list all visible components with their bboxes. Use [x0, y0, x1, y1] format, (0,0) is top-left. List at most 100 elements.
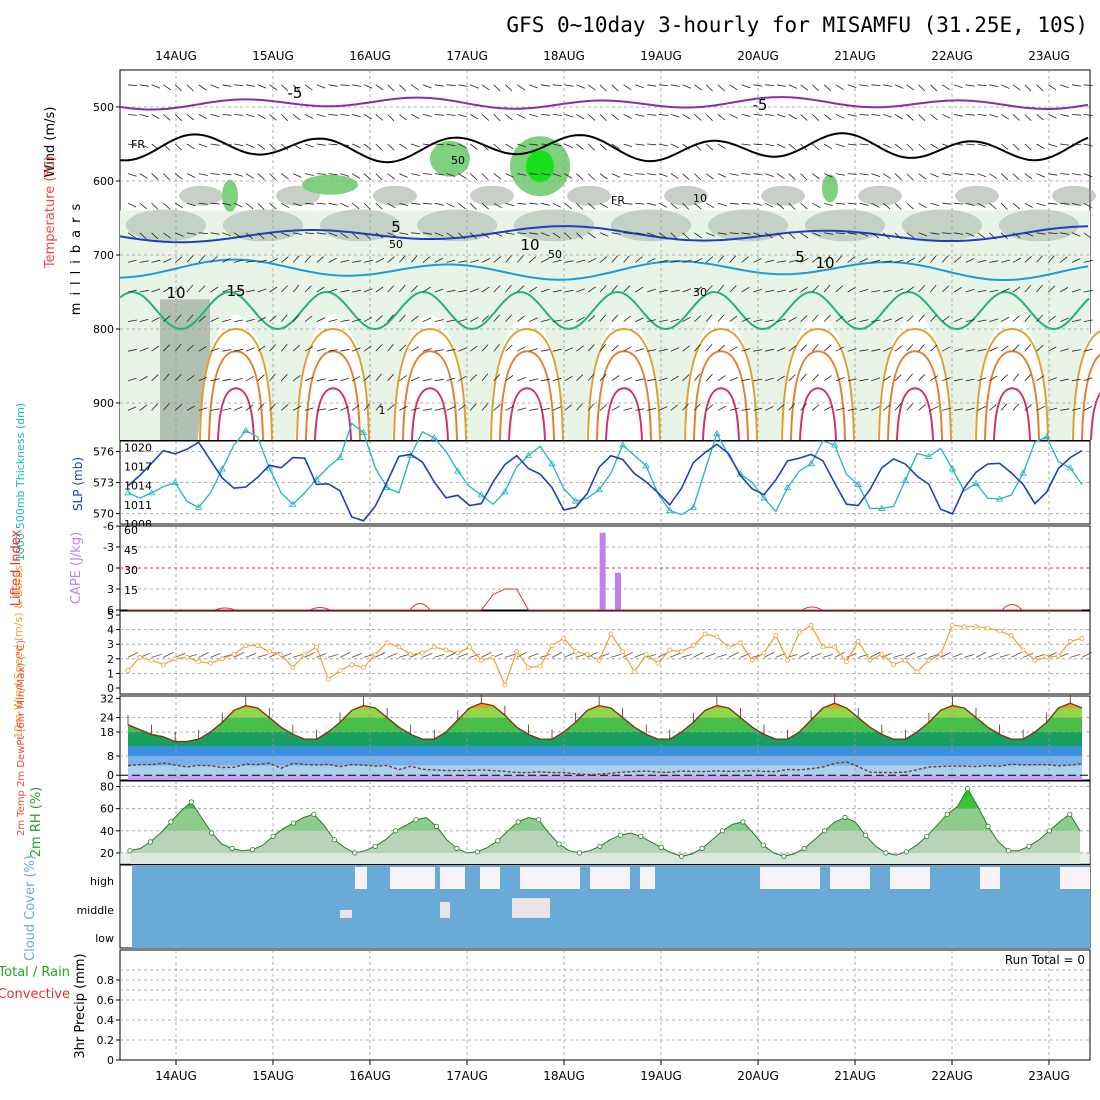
- wind-barb: [1071, 288, 1081, 293]
- wind-barb: [351, 173, 361, 179]
- bottom-date-label: 21AUG: [834, 1069, 876, 1083]
- wind-barb: [328, 232, 338, 237]
- wind-barb: [623, 232, 633, 234]
- wind-barb: [1001, 288, 1010, 293]
- cape-tick-label: 45: [124, 544, 138, 557]
- rh-point: [924, 833, 930, 839]
- wind-barb: [823, 84, 832, 92]
- wind-barb: [847, 202, 857, 205]
- wind-barb: [717, 255, 725, 263]
- wind-barb: [469, 202, 477, 210]
- wind10-point: [749, 657, 755, 663]
- y-tick-label: 0: [107, 1054, 114, 1067]
- wind-barb: [410, 315, 419, 322]
- wind-barb: [540, 407, 550, 411]
- wind-barb: [163, 84, 172, 91]
- rh-point: [719, 828, 726, 834]
- wind-barb: [599, 232, 609, 237]
- wind-barb: [281, 314, 288, 322]
- warm-contour: [1081, 353, 1100, 441]
- wind-barb: [623, 202, 633, 205]
- wind-barb: [469, 374, 478, 382]
- wind-barb: [658, 143, 668, 147]
- wind-barb: [1012, 232, 1021, 239]
- wind-barb: [859, 232, 869, 237]
- wind-barb: [918, 232, 928, 237]
- wind-barb: [1071, 232, 1081, 237]
- wind-barb: [953, 317, 963, 322]
- wind-barb: [623, 143, 633, 148]
- bl-column: [780, 314, 856, 440]
- rh-point: [699, 845, 705, 852]
- wind-barb: [529, 84, 538, 89]
- warm-contour: [508, 387, 546, 441]
- wind-barb: [151, 403, 158, 411]
- wind-barb: [765, 259, 774, 263]
- wind-barb: [222, 408, 232, 411]
- wind10-barb: [386, 652, 398, 658]
- wind10-point: [467, 644, 472, 650]
- wind-barb: [599, 114, 607, 121]
- thickness-marker: [501, 488, 509, 495]
- wind-barb: [434, 84, 444, 87]
- thickness-marker: [830, 441, 839, 448]
- wind-barb: [234, 202, 243, 208]
- wind-barb: [469, 143, 478, 150]
- wind-barb: [670, 143, 680, 149]
- wind-barb: [198, 315, 207, 322]
- wind-barb: [540, 202, 550, 206]
- wind-barb: [1012, 315, 1020, 322]
- wind10-barb: [669, 652, 680, 658]
- wind-barb: [729, 346, 738, 352]
- rh-point: [474, 849, 480, 855]
- wind-barb: [918, 344, 925, 352]
- wind10-barb: [587, 651, 598, 658]
- wind-barb: [528, 286, 538, 293]
- wind-barb: [1024, 84, 1032, 92]
- wind-barb: [139, 202, 148, 210]
- y-tick-label: 0: [107, 562, 114, 575]
- wind-axis-label: Wind (m/s): [43, 107, 58, 178]
- wind-barb: [883, 143, 892, 149]
- wind10-barb: [869, 651, 881, 658]
- wind-barb: [871, 232, 880, 239]
- wind-barb: [682, 202, 690, 210]
- wind-barb: [753, 232, 762, 237]
- rh-point: [127, 848, 133, 854]
- rh-patch: [858, 185, 902, 206]
- wind-barb: [741, 143, 751, 146]
- wind-barb: [1060, 84, 1069, 89]
- wind-barb: [387, 114, 395, 122]
- wind10-point: [1020, 647, 1026, 653]
- wind-barb: [989, 260, 999, 263]
- warm-contour: [790, 350, 846, 441]
- wind-barb: [635, 232, 645, 235]
- wind-barb: [670, 202, 679, 210]
- y-tick-label: 600: [93, 175, 114, 188]
- wind-barb: [234, 173, 243, 177]
- wind-barb: [930, 284, 937, 293]
- wind-barb: [481, 114, 489, 121]
- wind-barb: [847, 232, 857, 235]
- wind-barb: [1060, 348, 1069, 352]
- wind-barb: [481, 84, 490, 91]
- wind-barb: [458, 84, 468, 87]
- wind-barb: [293, 173, 302, 178]
- wind-barb: [670, 114, 680, 118]
- wind-barb: [363, 345, 372, 352]
- wind10-point: [549, 643, 555, 649]
- thickness-label: 1000-500mb Thickness (dm): [14, 403, 27, 561]
- wind10m-label: 10m Wind Speed (m/s) & Barbs: [12, 565, 25, 738]
- wind10-barb: [563, 652, 574, 658]
- wind-barb: [623, 315, 631, 322]
- warm-contour: [799, 387, 837, 441]
- cape-bar: [599, 532, 606, 610]
- wind-barb: [576, 173, 584, 180]
- wind-barb: [481, 403, 489, 411]
- rh-patch: [470, 185, 514, 206]
- lifted-index-line: [128, 588, 1082, 611]
- wind10-barb: [304, 651, 315, 658]
- wind-barb: [257, 232, 265, 240]
- wind-barb: [1048, 143, 1058, 147]
- wind-barb: [493, 344, 500, 352]
